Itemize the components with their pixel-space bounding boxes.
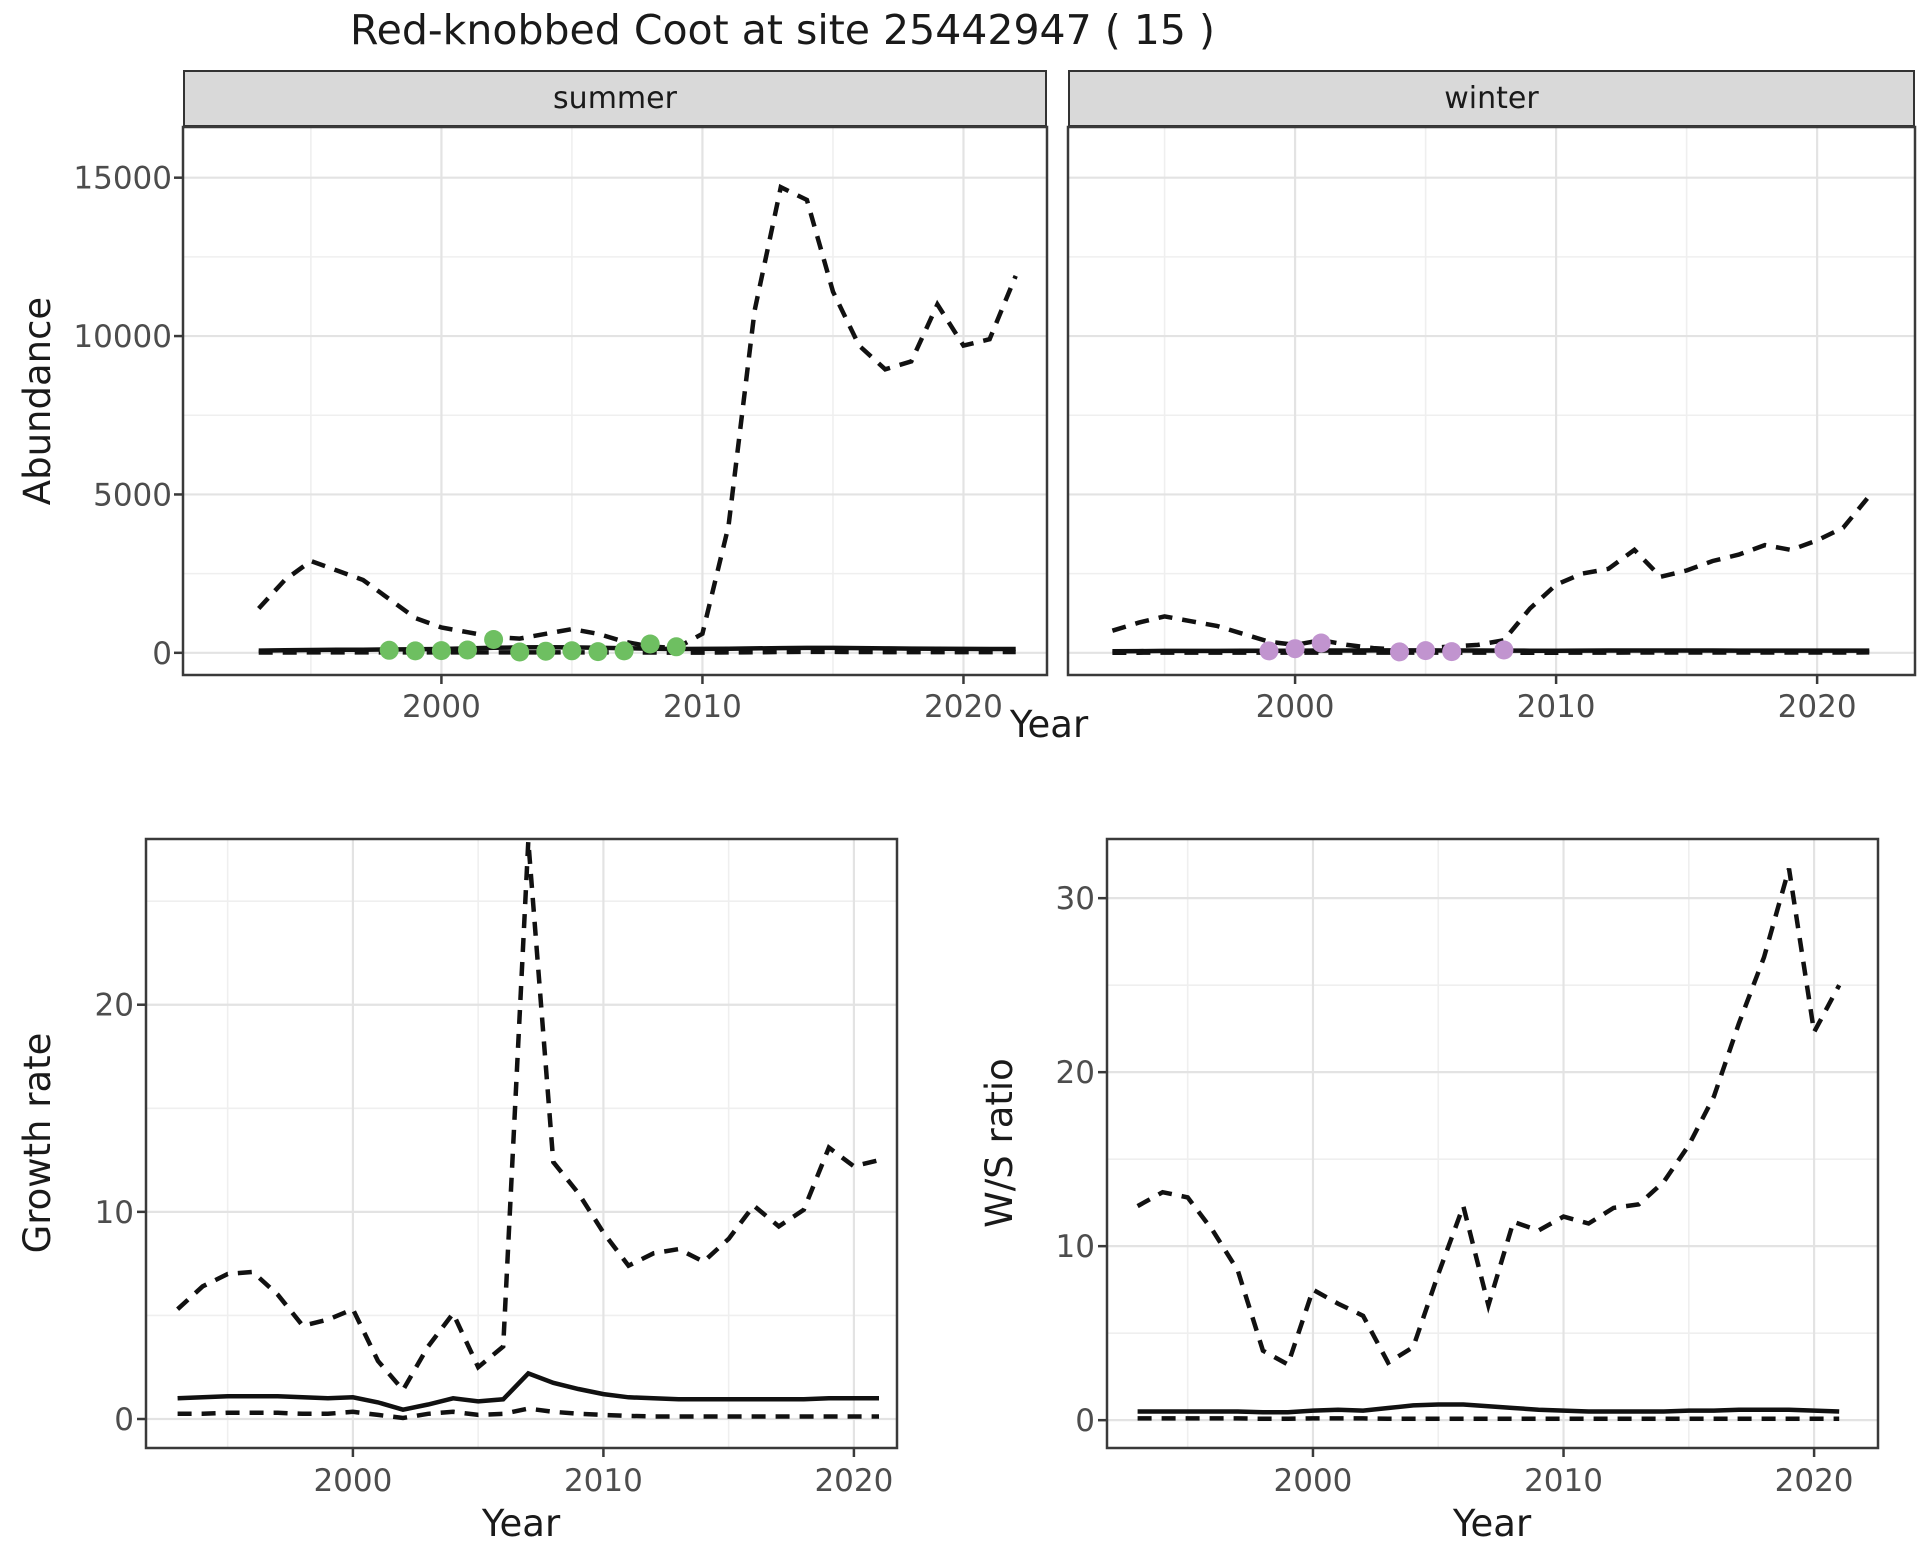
trend-line-solid [258,645,1016,653]
panel-border [181,125,1049,677]
y-tick-label: 0 [152,636,172,672]
x-tick-label: 2020 [1778,689,1857,725]
ci-line-dashed [1111,494,1872,652]
panel-border [144,837,899,1450]
y-tick-label: 5000 [93,477,172,513]
observed-point [510,642,530,662]
panel-border [1066,125,1917,677]
observed-point [640,634,660,654]
y-tick-label: 20 [1056,1055,1095,1091]
y-tick-label: 10 [95,1195,134,1231]
observed-point [458,640,477,660]
observed-point [536,641,556,661]
observed-point [1390,642,1409,662]
observed-point [666,637,686,657]
facet-strip-winter: winter [1068,70,1915,127]
x-tick-label: 2020 [814,1463,893,1499]
observed-point [588,642,608,662]
facet-strip-summer: summer [183,70,1047,127]
observed-points [379,630,686,662]
gridlines [1107,839,1878,1448]
observed-point [562,641,582,661]
x-tick-label: 2000 [313,1463,392,1499]
x-tick-label: 2010 [663,689,742,725]
x-tick-label: 2010 [1517,689,1596,725]
x-tick-label: 2010 [1524,1463,1603,1499]
observed-point [431,641,451,661]
y-tick-label: 10000 [73,319,172,355]
x-tick-label: 2020 [1775,1463,1854,1499]
observed-point [1285,639,1305,659]
ci-line-dashed [177,1406,879,1421]
trend-line-solid [1112,648,1870,654]
figure-title: Red-knobbed Coot at site 25442947 ( 15 ) [349,6,1215,54]
observed-point [1494,640,1514,660]
panel-border [1105,837,1880,1450]
y-tick-label: 0 [114,1402,134,1438]
observed-point [484,630,504,649]
ci-line-dashed [1136,867,1842,1368]
x-axis-title-year-ws: Year [1452,1502,1532,1545]
gridlines [183,127,1047,675]
gridlines [1068,127,1915,675]
y-tick-label: 15000 [73,161,172,197]
panel-ws_ratio: 2000 2010 2020 0 10 20 30 [1056,837,1880,1499]
panel-abundance_winter: 2000 2010 2020 [1066,125,1917,725]
x-axis-title-year-growth: Year [481,1502,561,1545]
panel-growth_rate: 2000 2010 2020 0 10 20 [95,837,899,1499]
y-tick-label: 20 [95,988,134,1024]
panel-abundance_summer: 2000 2010 2020 0 5000 10000 15000 [73,125,1049,725]
observed-point [1259,641,1279,661]
x-axis-title-year-top: Year [1009,703,1089,746]
observed-points [1259,633,1514,662]
trend-line-solid [177,1370,879,1413]
observed-point [379,640,399,660]
y-tick-label: 30 [1056,881,1095,917]
x-tick-label: 2000 [1274,1463,1353,1499]
facet-strip-winter-label: winter [1444,81,1539,116]
observed-point [1416,641,1436,661]
observed-point [614,641,634,661]
y-tick-label: 0 [1075,1403,1095,1439]
ci-line-dashed [257,183,1018,651]
trend-line-solid [1137,1402,1840,1415]
observed-point [405,641,425,661]
x-tick-label: 2000 [402,689,481,725]
observed-point [1311,633,1331,653]
observed-point [1442,642,1462,662]
ci-line-dashed [176,840,880,1394]
x-tick-label: 2010 [564,1463,643,1499]
y-tick-label: 10 [1056,1229,1095,1265]
gridlines [146,839,897,1448]
x-tick-label: 2020 [924,689,1003,725]
x-tick-label: 2000 [1256,689,1335,725]
facet-strip-summer-label: summer [553,81,677,116]
